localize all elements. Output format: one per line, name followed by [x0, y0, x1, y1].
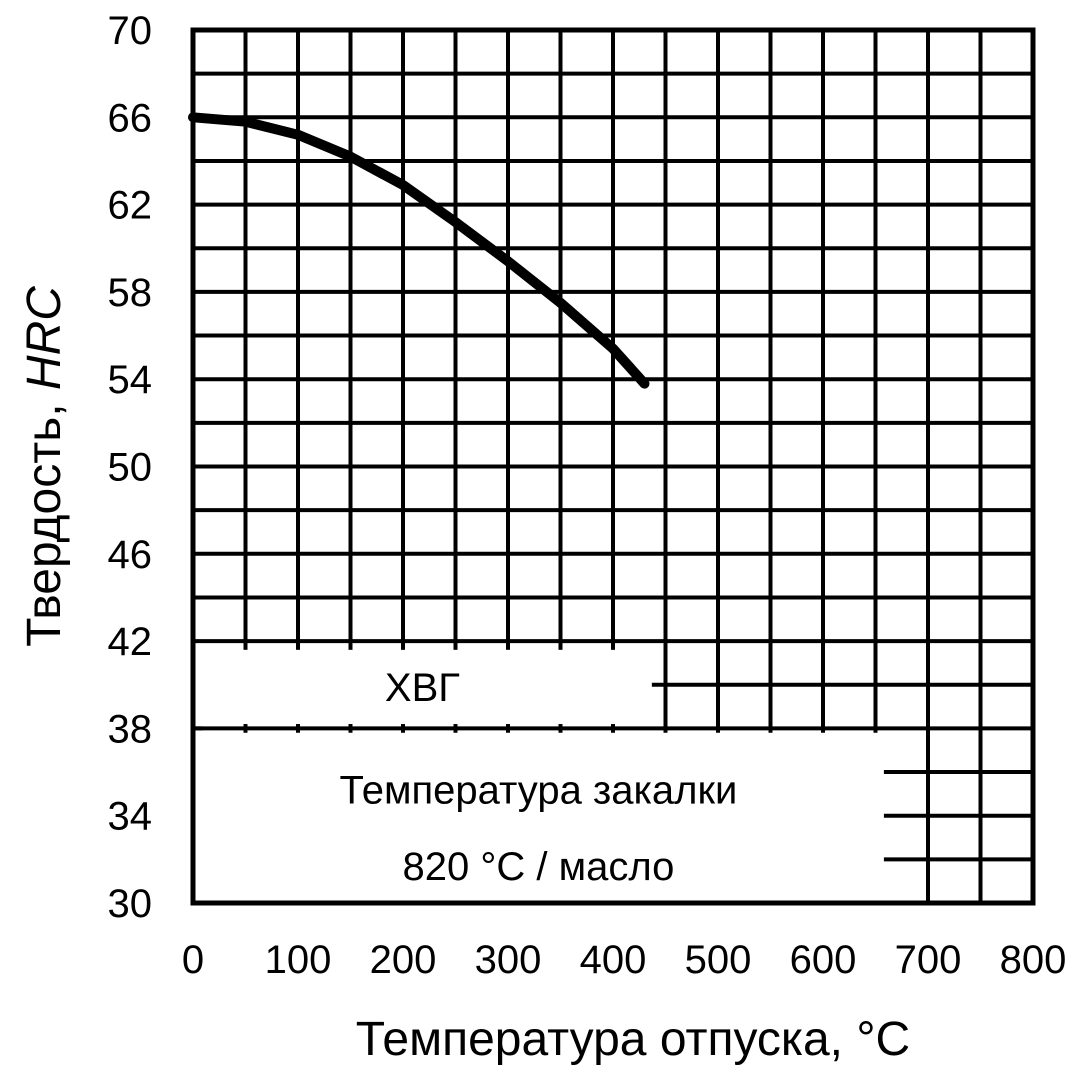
y-tick-label: 46: [108, 533, 153, 577]
x-tick-label: 500: [685, 938, 752, 982]
x-tick-label: 200: [370, 938, 437, 982]
x-tick-label: 800: [1000, 938, 1067, 982]
steel-grade-label: ХВГ: [385, 666, 460, 710]
x-tick-label: 300: [475, 938, 542, 982]
y-tick-label: 34: [108, 795, 153, 839]
x-tick-label: 700: [895, 938, 962, 982]
y-tick-label: 50: [108, 446, 153, 490]
quench-info-line-1: Температура закалки: [340, 769, 738, 813]
x-tick-label: 100: [265, 938, 332, 982]
y-tick-label: 38: [108, 707, 153, 751]
x-tick-label: 400: [580, 938, 647, 982]
y-tick-label: 70: [108, 9, 153, 53]
y-tick-label: 42: [108, 620, 153, 664]
x-axis-title: Температура отпуска, °C: [356, 1013, 910, 1066]
steel-grade-box: [193, 649, 652, 725]
x-tick-label: 600: [790, 938, 857, 982]
y-tick-label: 58: [108, 271, 153, 315]
y-tick-labels: 30 34 38 42 46 50 54 58 62 66 70: [108, 9, 153, 926]
quench-info-line-2: 820 °C / масло: [403, 845, 675, 889]
y-tick-label: 54: [108, 358, 153, 402]
hardness-curve: [188, 112, 650, 389]
y-tick-label: 30: [108, 882, 153, 926]
plot-frame: [190, 27, 1036, 906]
quench-info-box: [193, 732, 884, 903]
x-tick-labels: 0 100 200 300 400 500 600 700 800: [182, 938, 1067, 982]
y-tick-label: 62: [108, 184, 153, 228]
y-axis-title-unit: HRC: [18, 286, 71, 390]
y-axis-title: Твердость, HRC: [18, 286, 71, 647]
y-axis-title-text: Твердость,: [18, 390, 71, 647]
x-tick-label: 0: [182, 938, 204, 982]
y-tick-label: 66: [108, 96, 153, 140]
